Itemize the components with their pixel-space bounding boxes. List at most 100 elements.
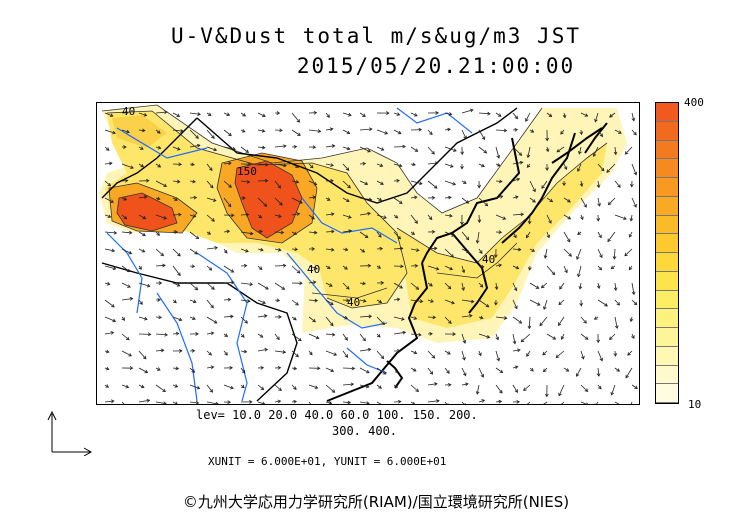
wind-arrow-head bbox=[227, 297, 232, 302]
wind-arrow-head bbox=[146, 178, 150, 183]
wind-arrow-head bbox=[397, 130, 402, 135]
wind-arrow bbox=[172, 129, 184, 132]
wind-arrow bbox=[189, 401, 199, 404]
wind-arrow-head bbox=[156, 130, 161, 134]
wind-arrow-head bbox=[469, 108, 474, 113]
wind-arrow-head bbox=[514, 305, 518, 310]
wind-arrow-head bbox=[545, 148, 550, 153]
wind-arrow bbox=[104, 332, 114, 335]
wind-arrow-head bbox=[195, 332, 199, 336]
wind-arrow bbox=[206, 384, 213, 393]
wind-arrow-head bbox=[397, 349, 401, 353]
wind-arrow-head bbox=[606, 169, 610, 173]
wind-arrow-head bbox=[330, 247, 335, 252]
wind-arrow-head bbox=[413, 113, 418, 117]
wind-arrow bbox=[359, 299, 366, 302]
wind-arrow-head bbox=[139, 301, 143, 305]
wind-arrow bbox=[155, 214, 167, 219]
wind-arrow-head bbox=[230, 385, 234, 390]
wind-arrow-head bbox=[347, 112, 352, 117]
wind-arrow-head bbox=[296, 269, 301, 274]
wind-arrow-head bbox=[366, 401, 370, 404]
wind-arrow bbox=[223, 162, 232, 165]
wind-arrow bbox=[558, 316, 565, 326]
wind-arrow-head bbox=[346, 298, 350, 303]
wind-arrow-head bbox=[545, 167, 549, 171]
wind-arrow-head bbox=[543, 255, 548, 259]
wind-arrow-head bbox=[581, 355, 585, 360]
wind-arrow-head bbox=[175, 366, 180, 371]
wind-arrow-head bbox=[141, 128, 146, 133]
wind-arrow-head bbox=[631, 291, 636, 296]
wind-arrow bbox=[495, 282, 498, 290]
wind-arrow bbox=[546, 214, 552, 224]
wind-arrow-head bbox=[367, 148, 371, 153]
wind-arrow-head bbox=[466, 249, 470, 254]
wind-arrow-head bbox=[367, 347, 372, 352]
wind-arrow bbox=[461, 401, 465, 404]
wind-arrow bbox=[495, 129, 507, 131]
wind-arrow bbox=[223, 281, 234, 284]
wind-arrow-head bbox=[315, 335, 320, 340]
wind-arrow-head bbox=[431, 151, 435, 155]
wind-arrow-head bbox=[109, 161, 113, 166]
wind-arrow-head bbox=[479, 283, 484, 288]
wind-arrow bbox=[597, 299, 608, 307]
wind-arrow-head bbox=[331, 229, 335, 234]
wind-arrow-head bbox=[347, 184, 351, 189]
wind-arrow-head bbox=[283, 163, 287, 168]
wind-arrow-head bbox=[624, 151, 629, 155]
wind-arrow bbox=[495, 384, 503, 394]
wind-arrow bbox=[478, 367, 484, 378]
wind-arrow bbox=[410, 316, 417, 320]
wind-arrow bbox=[410, 180, 423, 185]
wind-arrow-head bbox=[527, 267, 532, 271]
wind-arrow-head bbox=[230, 314, 234, 319]
wind-arrow-head bbox=[434, 161, 439, 166]
wind-arrow-head bbox=[461, 269, 466, 274]
wind-arrow bbox=[121, 214, 127, 220]
wind-arrow-head bbox=[192, 299, 197, 304]
wind-arrow bbox=[461, 265, 465, 273]
wind-arrow-head bbox=[480, 264, 485, 269]
wind-arrow-head bbox=[452, 181, 457, 186]
wind-arrow-head bbox=[429, 282, 433, 287]
wind-arrow-head bbox=[243, 349, 248, 354]
dust-core-center bbox=[235, 161, 302, 238]
wind-arrow bbox=[527, 146, 531, 158]
wind-arrow-head bbox=[460, 166, 464, 170]
wind-arrow-head bbox=[158, 315, 162, 320]
wind-arrow-head bbox=[192, 316, 196, 320]
dust-concentration-field bbox=[99, 105, 627, 343]
wind-arrow bbox=[495, 333, 499, 340]
wind-arrow bbox=[563, 265, 568, 273]
wind-arrow-head bbox=[164, 110, 168, 115]
wind-arrow-head bbox=[498, 399, 503, 404]
wind-arrow-head bbox=[566, 238, 571, 243]
wind-arrow-head bbox=[414, 263, 419, 268]
wind-arrow-head bbox=[378, 233, 382, 238]
wind-arrow bbox=[240, 231, 253, 235]
wind-arrow-head bbox=[261, 129, 266, 133]
wind-arrow-head bbox=[629, 217, 634, 222]
wind-arrow-head bbox=[487, 111, 491, 116]
wind-arrow-head bbox=[365, 369, 370, 374]
contour-levels-line-1: lev= 10.0 20.0 40.0 60.0 100. 150. 200. bbox=[196, 408, 478, 422]
wind-arrow-head bbox=[584, 336, 589, 340]
wind-arrow bbox=[138, 146, 144, 150]
wind-arrow bbox=[308, 350, 313, 356]
wind-arrow bbox=[325, 231, 334, 233]
wind-arrow bbox=[630, 214, 633, 221]
wind-arrow bbox=[206, 197, 217, 202]
wind-arrow-head bbox=[394, 384, 398, 388]
wind-arrow bbox=[223, 112, 230, 116]
wind-arrow-head bbox=[123, 197, 128, 201]
wind-arrow-head bbox=[293, 231, 297, 235]
wind-arrow-head bbox=[208, 267, 213, 271]
wind-arrow bbox=[512, 231, 517, 238]
wind-arrow-head bbox=[499, 369, 504, 374]
wind-arrow bbox=[274, 180, 281, 189]
wind-arrow bbox=[325, 248, 334, 251]
wind-arrow bbox=[308, 163, 314, 168]
wind-arrow-head bbox=[583, 320, 587, 324]
